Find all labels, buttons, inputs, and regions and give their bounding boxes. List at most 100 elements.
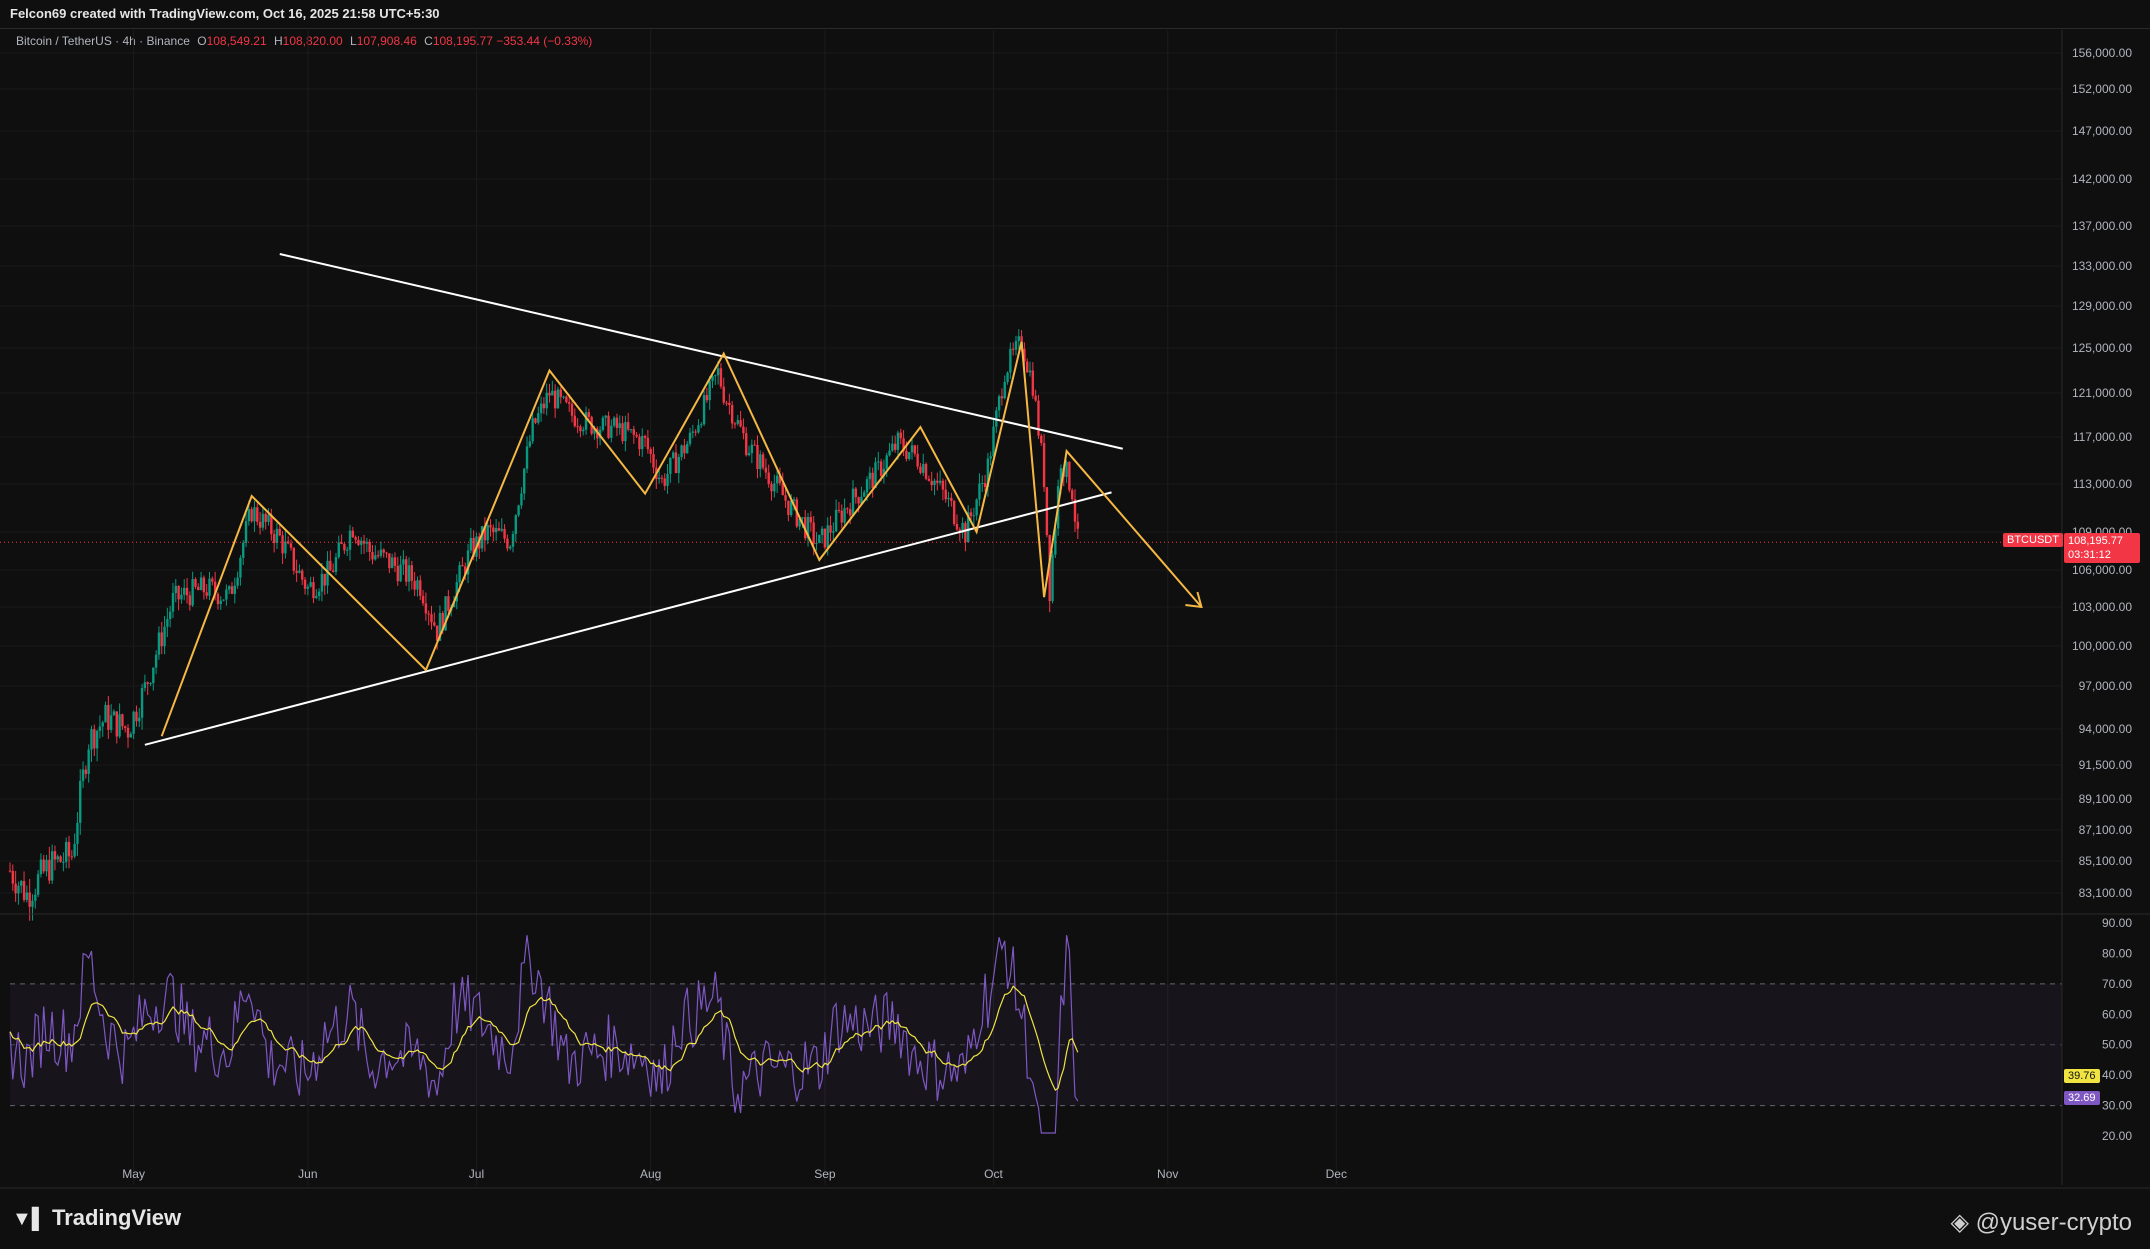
candle-body bbox=[551, 390, 554, 396]
candle-body bbox=[236, 577, 239, 586]
candle-body bbox=[565, 396, 568, 403]
price-axis-label: 137,000.00 bbox=[2072, 219, 2132, 233]
candle-body bbox=[767, 472, 770, 484]
candle-body bbox=[433, 622, 436, 626]
time-axis-label: May bbox=[122, 1167, 145, 1181]
candle-body bbox=[1042, 442, 1046, 488]
candle-body bbox=[834, 509, 838, 532]
candle-body bbox=[860, 496, 863, 504]
candle-body bbox=[115, 711, 118, 737]
candle-body bbox=[725, 402, 728, 404]
candle-body bbox=[416, 580, 419, 590]
candle-body bbox=[486, 525, 489, 541]
candle-body bbox=[264, 513, 267, 522]
candle-body bbox=[691, 431, 695, 433]
candle-body bbox=[983, 483, 987, 488]
candle-body bbox=[56, 856, 59, 860]
candle-body bbox=[784, 495, 787, 501]
candle-body bbox=[73, 843, 76, 857]
candle-body bbox=[191, 579, 194, 606]
candle-body bbox=[700, 424, 703, 426]
candle-body bbox=[396, 565, 399, 582]
candle-body bbox=[846, 508, 849, 510]
candle-body bbox=[930, 480, 933, 486]
candle-body bbox=[1076, 521, 1079, 529]
candle-body bbox=[1000, 396, 1004, 399]
candle-body bbox=[371, 551, 374, 560]
candle-body bbox=[635, 434, 638, 437]
candle-body bbox=[329, 560, 332, 571]
candle-body bbox=[514, 515, 517, 534]
author-watermark: ◈ @yuser-crypto bbox=[1950, 1208, 2132, 1237]
candle-body bbox=[705, 395, 709, 401]
candle-body bbox=[722, 386, 725, 403]
candle-body bbox=[208, 578, 211, 596]
candle-body bbox=[848, 509, 852, 516]
symbol-name[interactable]: Bitcoin / TetherUS · 4h · Binance bbox=[16, 34, 190, 48]
tradingview-logo[interactable]: ▼▌ TradingView bbox=[12, 1205, 181, 1231]
candle-body bbox=[59, 856, 62, 862]
candle-body bbox=[1051, 554, 1054, 602]
candle-body bbox=[809, 516, 813, 523]
candle-body bbox=[402, 559, 405, 565]
candle-body bbox=[539, 403, 543, 414]
candle-body bbox=[48, 859, 51, 881]
candle-body bbox=[166, 619, 169, 627]
candle-body bbox=[964, 522, 967, 543]
candle-body bbox=[986, 458, 990, 488]
candle-body bbox=[905, 450, 908, 459]
candle-body bbox=[407, 565, 411, 582]
candle-body bbox=[14, 883, 17, 894]
time-axis-label: Dec bbox=[1326, 1167, 1347, 1181]
candle-body bbox=[261, 513, 265, 528]
candle-body bbox=[42, 859, 45, 872]
candle-body bbox=[534, 418, 537, 423]
candle-body bbox=[868, 472, 872, 480]
candle-body bbox=[840, 510, 843, 523]
price-axis-label: 83,100.00 bbox=[2079, 886, 2133, 900]
drawing-overlays[interactable] bbox=[0, 253, 2062, 746]
candle-body bbox=[292, 547, 296, 571]
candle-body bbox=[719, 368, 723, 387]
candle-body bbox=[107, 705, 110, 730]
price-axis-label: 97,000.00 bbox=[2079, 679, 2133, 693]
candle-body bbox=[163, 626, 166, 647]
candle-body bbox=[39, 859, 43, 875]
price-axis-label: 121,000.00 bbox=[2072, 386, 2132, 400]
close-label: C bbox=[424, 34, 433, 48]
candle-body bbox=[562, 396, 565, 398]
candle-body bbox=[427, 613, 430, 615]
candle-body bbox=[17, 885, 20, 894]
candle-body bbox=[1054, 528, 1057, 555]
candle-body bbox=[374, 555, 377, 560]
rsi-axis-label: 70.00 bbox=[2102, 977, 2132, 991]
symbol-legend: Bitcoin / TetherUS · 4h · Binance O108,5… bbox=[16, 34, 592, 48]
candle-body bbox=[312, 582, 315, 599]
candle-body bbox=[337, 542, 340, 558]
candle-body bbox=[753, 444, 756, 446]
candle-body bbox=[627, 422, 630, 430]
candle-body bbox=[160, 632, 163, 647]
candle-body bbox=[76, 822, 79, 844]
candle-body bbox=[168, 611, 172, 620]
candle-body bbox=[764, 467, 768, 473]
candle-body bbox=[464, 566, 467, 575]
candle-body bbox=[20, 881, 23, 886]
candle-body bbox=[444, 596, 447, 631]
candle-body bbox=[424, 603, 428, 614]
candle-body bbox=[36, 874, 40, 895]
candle-body bbox=[938, 480, 942, 483]
candle-body bbox=[812, 522, 815, 544]
time-axis-label: Nov bbox=[1157, 1167, 1178, 1181]
candle-body bbox=[891, 443, 894, 451]
candle-body bbox=[680, 445, 683, 458]
candle-body bbox=[697, 425, 700, 433]
candle-body bbox=[435, 625, 439, 641]
candle-body bbox=[222, 599, 225, 601]
candle-body bbox=[379, 549, 383, 556]
candle-body bbox=[174, 585, 177, 594]
candle-body bbox=[331, 570, 335, 572]
rsi-ma-tag: 39.76 bbox=[2064, 1069, 2100, 1083]
candle-body bbox=[874, 462, 877, 488]
